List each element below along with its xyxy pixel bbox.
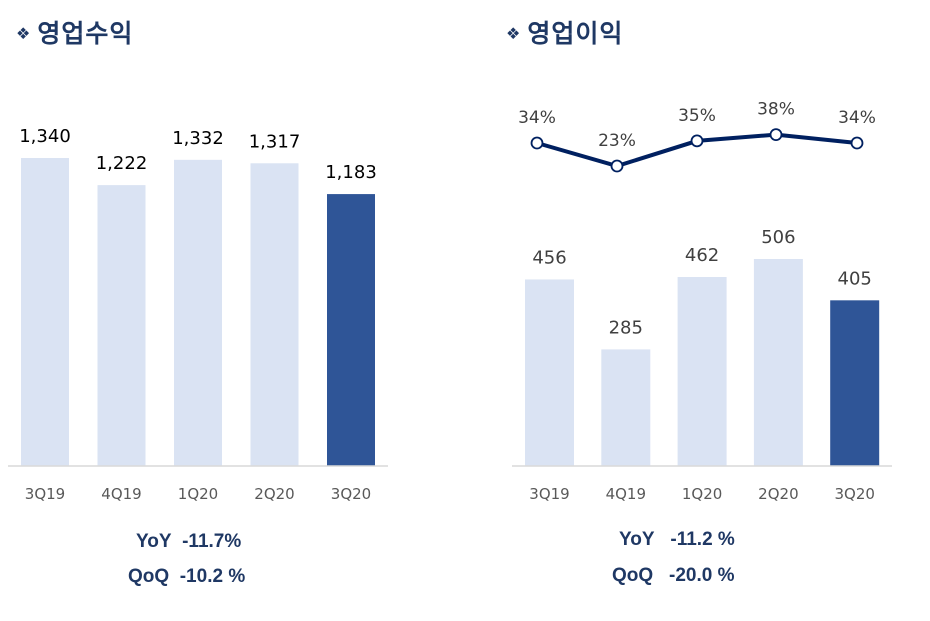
margin-label: 35% [678,106,716,126]
op-income-qoq: QoQ -20.0 % [612,565,735,586]
margin-label: 38% [757,100,795,120]
revenue-bar [174,159,222,466]
margin-label: 34% [838,108,876,128]
op-income-x-tick-label: 3Q20 [834,485,874,503]
op-income-x-tick-label: 3Q19 [529,485,569,503]
revenue-x-tick-label: 1Q20 [178,485,218,503]
revenue-x-tick-label: 3Q19 [25,485,65,503]
margin-point [690,134,704,148]
margin-label: 23% [598,131,636,151]
op-income-title: ❖ 영업이익 [506,14,623,50]
revenue-value-label: 1,332 [172,128,224,149]
op-income-x-tick-label: 2Q20 [758,485,798,503]
op-income-value-label: 285 [609,317,643,338]
revenue-x-tick-label: 2Q20 [254,485,294,503]
op-income-bar [525,279,574,466]
op-income-value-label: 506 [761,227,795,248]
op-income-bar [601,349,651,466]
margin-point [610,159,624,173]
op-income-value-label: 456 [532,247,566,268]
diamond-bullet-icon: ❖ [506,24,522,43]
revenue-value-label: 1,317 [249,131,301,152]
op-income-bar [677,277,727,466]
op-income-bar [753,259,803,466]
revenue-value-label: 1,340 [19,126,71,147]
margin-point [530,136,544,150]
op-income-bar [830,300,880,466]
diamond-bullet-icon: ❖ [16,24,32,43]
margin-point [769,128,783,142]
revenue-x-tick-label: 3Q20 [331,485,371,503]
op-income-value-label: 462 [685,245,719,266]
op-income-x-tick-label: 1Q20 [682,485,722,503]
op-income-title-text: 영업이익 [527,19,624,48]
revenue-value-label: 1,183 [325,162,377,183]
op-income-value-label: 405 [838,268,872,289]
revenue-value-label: 1,222 [96,153,148,174]
revenue-title: ❖ 영업수익 [16,14,133,50]
revenue-title-text: 영업수익 [37,19,134,48]
margin-point [850,136,864,150]
revenue-qoq: QoQ -10.2 % [128,566,246,587]
op-income-yoy: YoY -11.2 % [619,529,735,550]
op-income-x-tick-label: 4Q19 [606,485,646,503]
revenue-bar [21,158,69,466]
revenue-bar [97,185,146,467]
revenue-x-tick-label: 4Q19 [101,485,141,503]
revenue-yoy: YoY -11.7% [136,531,242,552]
revenue-bar [327,194,375,467]
margin-label: 34% [518,108,556,128]
revenue-bar [250,163,299,466]
